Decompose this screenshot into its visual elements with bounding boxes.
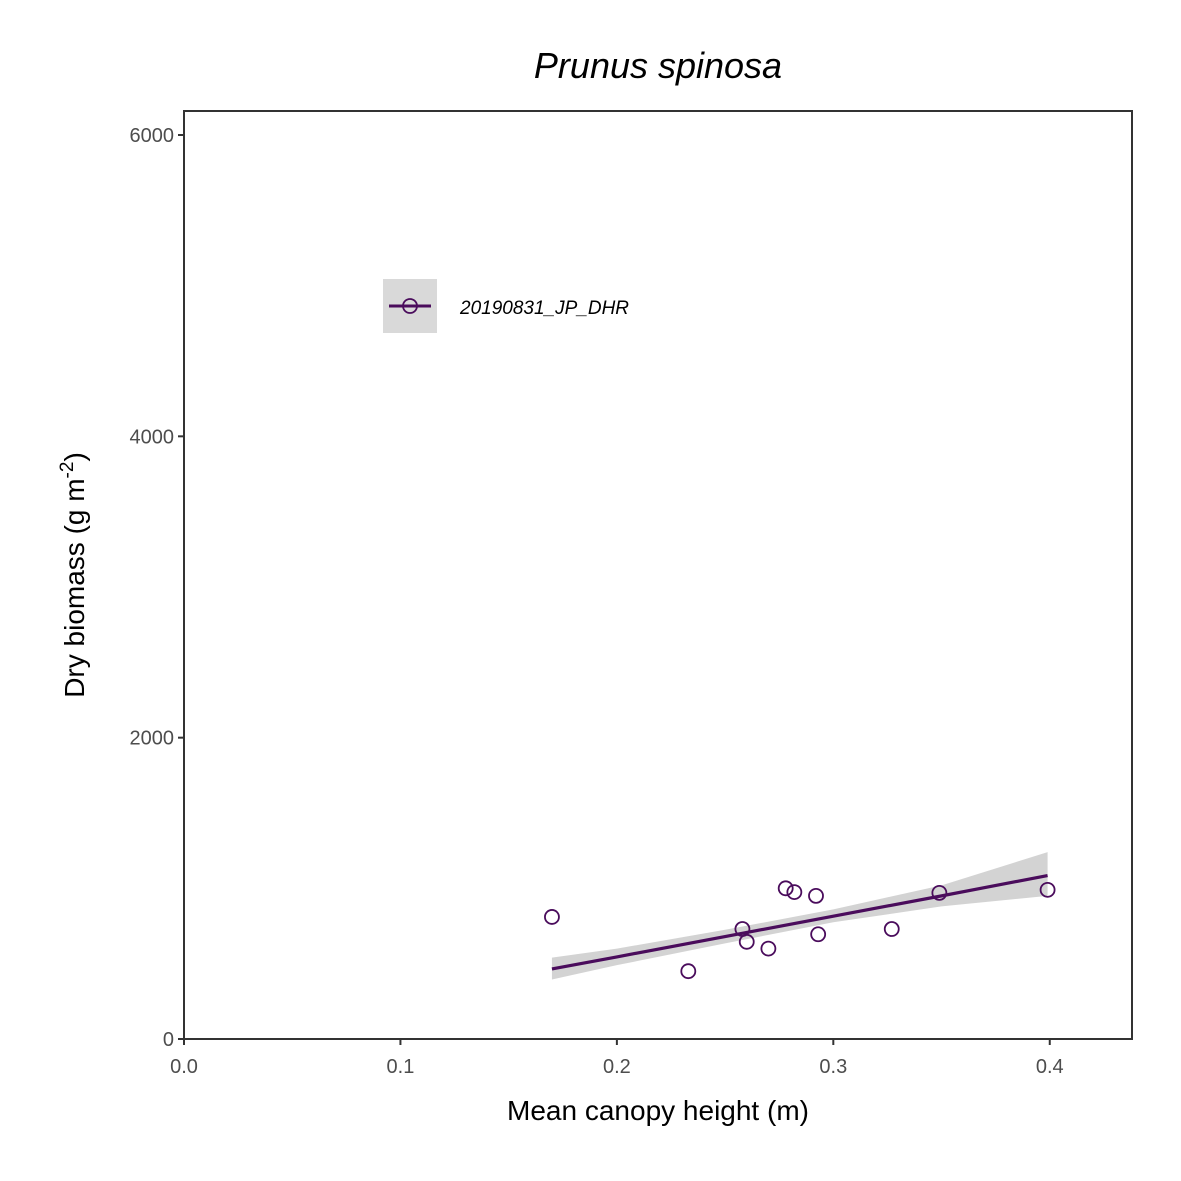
x-tick-label: 0.4 xyxy=(1036,1056,1064,1078)
x-tick-label: 0.0 xyxy=(170,1056,198,1078)
y-axis-ticks: 0 2000 4000 6000 xyxy=(130,125,184,1051)
y-axis-title: Dry biomass (g m-2) xyxy=(57,452,90,698)
x-tick-label: 0.1 xyxy=(387,1056,415,1078)
y-axis-title-superscript: -2 xyxy=(57,462,78,479)
y-tick-label: 6000 xyxy=(130,125,175,147)
data-point xyxy=(810,926,827,943)
data-point xyxy=(544,909,560,925)
data-point xyxy=(1039,881,1056,898)
confidence-band xyxy=(551,852,1048,980)
x-axis-ticks: 0.0 0.1 0.2 0.3 0.4 xyxy=(170,1039,1064,1078)
data-point xyxy=(808,887,824,904)
y-tick-label: 4000 xyxy=(130,426,175,448)
y-axis-title-close: ) xyxy=(59,452,90,461)
plot-panel-border xyxy=(183,110,1133,1040)
x-tick-label: 0.3 xyxy=(819,1056,847,1078)
y-tick-label: 0 xyxy=(163,1029,174,1051)
chart-title: Prunus spinosa xyxy=(534,45,782,86)
legend: 20190831_JP_DHR xyxy=(383,279,629,333)
legend-label: 20190831_JP_DHR xyxy=(459,298,629,319)
fit-line-layer xyxy=(551,873,1048,971)
data-point xyxy=(760,940,777,957)
x-axis-title: Mean canopy height (m) xyxy=(507,1095,809,1126)
fit-line xyxy=(551,873,1048,971)
y-tick-label: 2000 xyxy=(130,728,175,750)
confidence-band-layer xyxy=(551,852,1048,980)
data-points-layer xyxy=(544,880,1056,980)
data-point xyxy=(786,884,803,900)
data-point xyxy=(738,933,755,950)
data-point xyxy=(680,963,697,980)
data-point xyxy=(777,880,794,897)
y-axis-title-main: Dry biomass (g m xyxy=(59,478,90,697)
legend-key-marker xyxy=(402,298,418,314)
data-point xyxy=(883,921,900,937)
x-tick-label: 0.2 xyxy=(603,1056,631,1078)
data-point xyxy=(931,884,948,901)
